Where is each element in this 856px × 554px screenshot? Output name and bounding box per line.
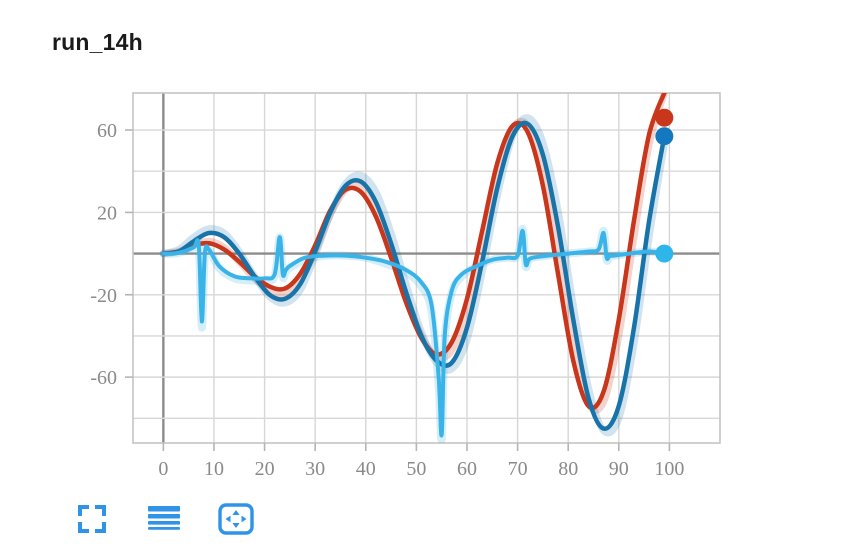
series-cyan-smoothed-endpoint-marker <box>655 244 674 263</box>
series-group <box>159 93 669 443</box>
x-tick-label: 20 <box>255 458 275 480</box>
x-tick-label: 40 <box>356 458 376 480</box>
pan-icon[interactable] <box>214 497 258 541</box>
series-red-smoothed-endpoint-marker <box>655 108 674 127</box>
series-blue-smoothed <box>161 120 667 431</box>
chart-toolbar[interactable] <box>70 494 258 544</box>
y-tick-label: -60 <box>90 367 117 389</box>
x-tick-label: 30 <box>305 458 325 480</box>
y-tick-label: -20 <box>90 285 117 307</box>
x-tick-label: 70 <box>508 458 528 480</box>
plot-area[interactable]: 60 20 -20 -60 0 10 20 30 40 50 60 70 80 90 100 <box>0 0 856 500</box>
x-tick-label: 60 <box>457 458 477 480</box>
plot-frame <box>132 92 721 444</box>
x-tick-label: 10 <box>204 458 224 480</box>
y-tick-label: 60 <box>97 120 117 142</box>
fullscreen-glyph <box>78 505 106 533</box>
series-cyan-smoothed <box>161 228 667 438</box>
pan-glyph <box>218 503 254 535</box>
line-chart-svg[interactable]: 60 20 -20 -60 0 10 20 30 40 50 60 70 80 90 100 <box>0 0 856 500</box>
page-title: run_14h <box>52 29 143 55</box>
fullscreen-icon[interactable] <box>70 497 114 541</box>
x-tick-label: 100 <box>654 458 684 480</box>
y-tick-label: 20 <box>97 202 117 224</box>
x-tick-label: 50 <box>406 458 426 480</box>
x-tick-label: 0 <box>158 458 168 480</box>
list-glyph <box>148 506 180 530</box>
x-tick-label: 90 <box>609 458 629 480</box>
x-tick-label: 80 <box>558 458 578 480</box>
series-blue-smoothed-endpoint-marker <box>655 127 674 146</box>
list-icon[interactable] <box>142 497 186 541</box>
